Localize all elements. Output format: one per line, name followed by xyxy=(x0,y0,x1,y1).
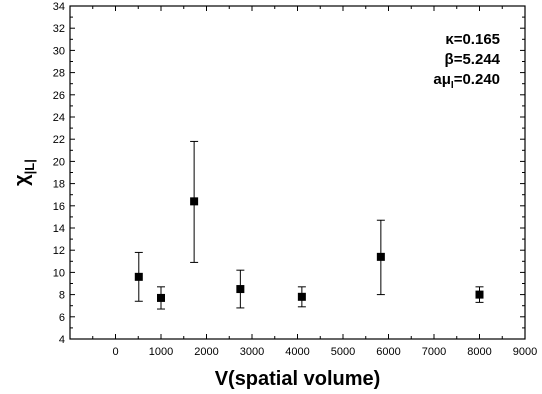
annotation-layer: κ=0.165 β=5.244 aμI=0.240 xyxy=(433,31,500,91)
y-tick-label: 20 xyxy=(53,156,65,168)
y-tick-label: 30 xyxy=(53,45,65,57)
x-tick-label: 4000 xyxy=(285,346,309,358)
data-point xyxy=(376,252,385,261)
y-tick-label: 28 xyxy=(53,68,65,80)
y-tick-label: 6 xyxy=(59,312,65,324)
y-tick-label: 26 xyxy=(53,90,65,102)
y-tick-label: 24 xyxy=(53,112,65,124)
y-tick-label: 22 xyxy=(53,134,65,146)
x-tick-label: 8000 xyxy=(467,346,491,358)
x-tick-label: 7000 xyxy=(422,346,446,358)
data-point xyxy=(190,197,199,206)
x-tick-label: 2000 xyxy=(194,346,218,358)
y-axis-title-main: χ xyxy=(11,174,33,186)
ticks-layer: 0 1000 2000 3000 4000 5000 6000 7000 8000 9000 4 6 8… xyxy=(53,1,537,358)
data-point xyxy=(297,292,306,301)
annotation-amu: aμI=0.240 xyxy=(433,71,500,91)
x-tick-label: 3000 xyxy=(240,346,264,358)
x-tick-label: 9000 xyxy=(513,346,537,358)
x-tick-label: 5000 xyxy=(331,346,355,358)
x-tick-label: 1000 xyxy=(149,346,173,358)
x-axis-title: V(spatial volume) xyxy=(215,368,381,390)
y-tick-label: 16 xyxy=(53,201,65,213)
errorbar-layer xyxy=(134,140,484,310)
annotation-beta: β=5.244 xyxy=(445,51,501,68)
annotation-kappa: κ=0.165 xyxy=(445,31,500,48)
marker-layer xyxy=(134,197,484,302)
data-point xyxy=(157,293,165,302)
data-point xyxy=(236,285,245,294)
y-tick-label: 18 xyxy=(53,179,65,191)
y-tick-label: 34 xyxy=(53,1,65,13)
y-tick-label: 8 xyxy=(59,290,65,302)
y-tick-label: 32 xyxy=(53,23,65,35)
y-tick-label: 14 xyxy=(53,223,65,235)
svg-text:χ|L|: χ|L| xyxy=(11,159,37,186)
y-axis-title-sub: |L| xyxy=(22,159,37,174)
y-tick-label: 4 xyxy=(59,334,65,346)
x-tick-label: 6000 xyxy=(376,346,400,358)
plot-frame xyxy=(69,5,526,340)
data-point xyxy=(475,290,484,299)
y-axis-title: χ|L| xyxy=(11,159,37,186)
data-point xyxy=(134,272,143,281)
x-tick-label: 0 xyxy=(112,346,118,358)
y-tick-label: 10 xyxy=(53,267,65,279)
y-tick-label: 12 xyxy=(53,245,65,257)
